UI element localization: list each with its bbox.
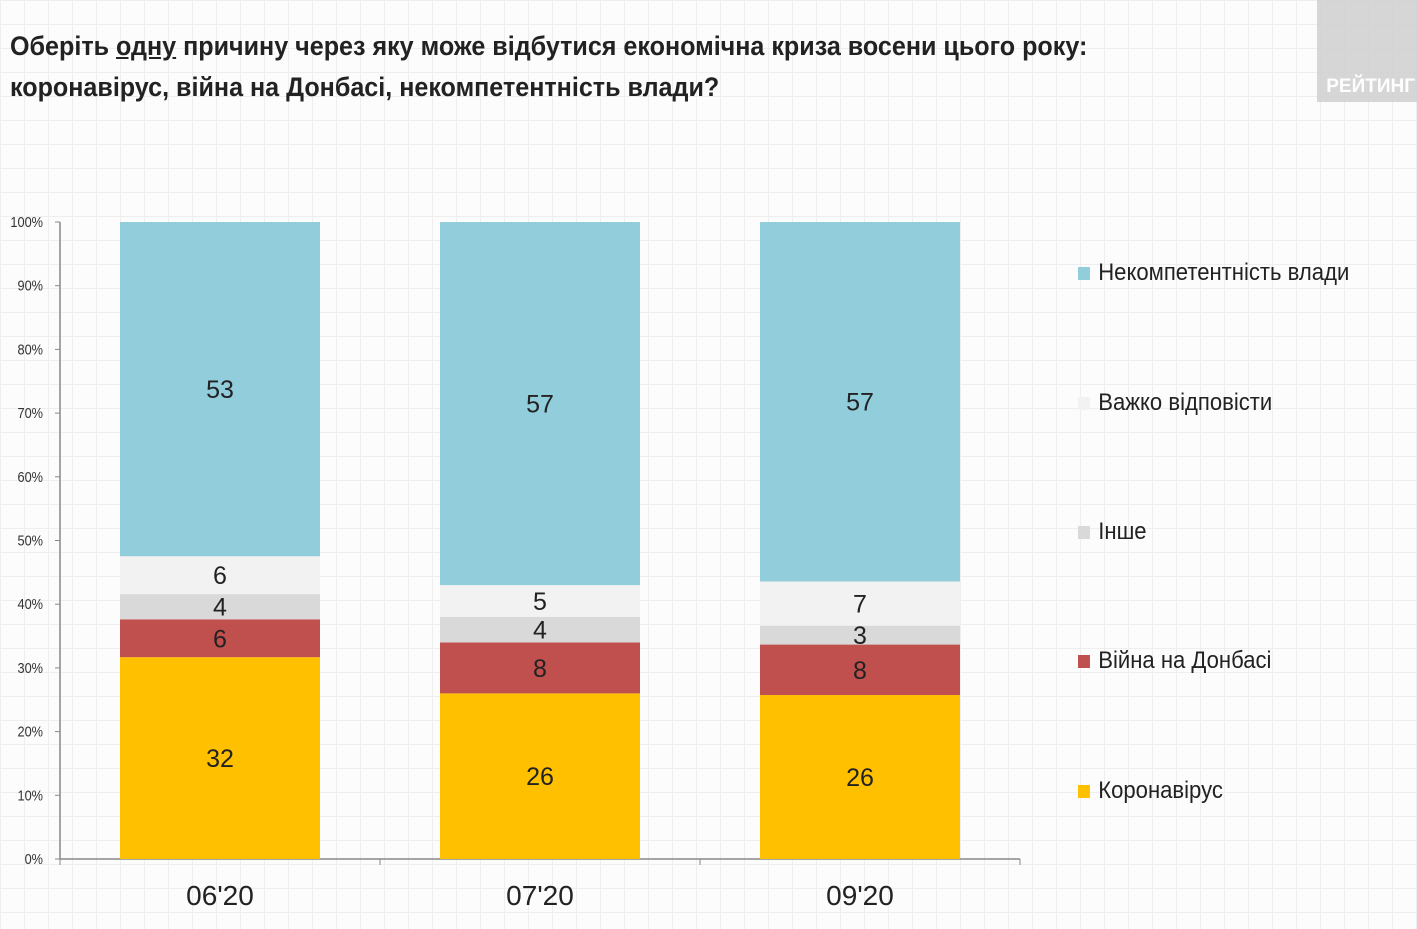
data-label: 53 (206, 376, 234, 404)
legend-item: Коронавірус (1078, 777, 1223, 805)
legend-label: Важко відповісти (1098, 389, 1273, 416)
x-tick-label: 06'20 (186, 880, 254, 911)
bar-segment (440, 693, 640, 859)
legend-item: Важко відповісти (1078, 389, 1272, 417)
legend-swatch (1078, 525, 1090, 539)
y-tick-label: 100% (10, 213, 43, 230)
title-line-2: коронавірус, війна на Донбасі, некомпете… (10, 72, 720, 102)
y-tick-label: 60% (17, 468, 43, 485)
data-label: 32 (206, 745, 234, 773)
bar-segment (760, 644, 960, 696)
bar-segment (120, 657, 320, 859)
legend-item: Інше (1078, 518, 1147, 546)
data-label: 6 (213, 625, 227, 653)
bar-segment (440, 642, 640, 694)
bar-segment (120, 222, 320, 557)
bar-segment (440, 585, 640, 617)
y-tick-label: 10% (17, 786, 43, 803)
data-label: 4 (213, 594, 227, 622)
bar-segment (120, 556, 320, 595)
bar-segment (760, 581, 960, 626)
legend-swatch (1078, 266, 1090, 280)
data-label: 26 (846, 764, 874, 792)
bar-segment (760, 625, 960, 645)
y-tick-label: 50% (17, 531, 43, 548)
data-label: 6 (213, 562, 227, 590)
data-label: 5 (533, 588, 547, 616)
data-label: 7 (853, 591, 867, 619)
x-tick-label: 09'20 (826, 880, 894, 911)
bar-segment (120, 619, 320, 658)
x-tick-label: 07'20 (506, 880, 574, 911)
y-tick-label: 40% (17, 595, 43, 612)
legend-swatch (1078, 784, 1090, 798)
legend-label: Некомпетентність влади (1098, 259, 1350, 286)
y-tick-label: 90% (17, 277, 43, 294)
data-label: 4 (533, 617, 547, 645)
legend-item: Війна на Донбасі (1078, 647, 1271, 675)
logo-text: РЕЙТИНГ (1326, 76, 1415, 97)
data-label: 57 (526, 391, 554, 419)
title-text: Оберіть (10, 31, 117, 61)
data-label: 8 (533, 655, 547, 683)
bar-segment (120, 594, 320, 620)
chart-title: Оберіть одну причину через яку може відб… (10, 26, 1087, 108)
data-label: 26 (526, 763, 554, 791)
bar-segment (440, 616, 640, 643)
bar-segment (760, 695, 960, 859)
data-label: 57 (846, 389, 874, 417)
bar-segment (440, 222, 640, 586)
data-label: 3 (853, 622, 867, 650)
legend-label: Війна на Донбасі (1098, 647, 1272, 674)
title-text: причину через яку може відбутися економі… (176, 31, 1088, 61)
legend-label: Коронавірус (1098, 777, 1223, 804)
legend-swatch (1078, 654, 1090, 668)
rating-logo: РЕЙТИНГ (1317, 0, 1417, 102)
data-label: 8 (853, 657, 867, 685)
y-tick-label: 0% (25, 850, 43, 867)
bar-segment (760, 222, 960, 582)
y-tick-label: 70% (17, 404, 43, 421)
legend-label: Інше (1098, 518, 1147, 545)
y-tick-label: 80% (17, 340, 43, 357)
y-tick-label: 20% (17, 723, 43, 740)
title-underlined-word: одну (116, 31, 177, 61)
y-tick-label: 30% (17, 659, 43, 676)
legend-swatch (1078, 396, 1090, 410)
legend-item: Некомпетентність влади (1078, 259, 1349, 287)
